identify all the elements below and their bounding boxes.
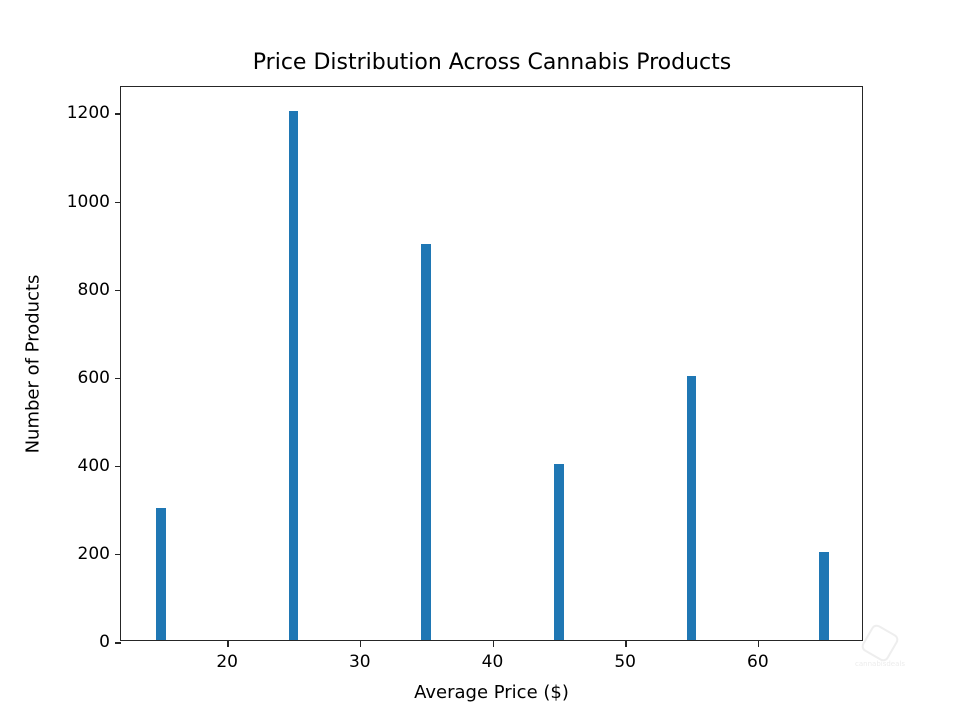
x-axis-label: Average Price ($)	[414, 682, 569, 703]
y-tick	[115, 201, 121, 204]
plot-area: 0 200 400 600 800 1000 1200 20 30 40 50 60	[67, 86, 863, 672]
x-tick-label: 60	[747, 652, 769, 672]
bar-35	[421, 243, 432, 640]
x-tick	[492, 641, 494, 647]
x-tick-label: 40	[481, 652, 504, 672]
y-tick-label: 0	[99, 632, 110, 652]
y-tick	[115, 553, 121, 556]
y-tick	[115, 465, 121, 468]
y-tick-label: 1200	[66, 103, 110, 124]
y-tick-label: 400	[77, 455, 110, 476]
watermark: cannabisdeals	[848, 622, 912, 668]
watermark-logo-icon	[859, 622, 901, 664]
y-tick-label: 200	[77, 543, 110, 564]
y-tick-label: 800	[77, 279, 110, 300]
x-tick	[227, 641, 229, 647]
y-tick-label: 1000	[66, 191, 110, 212]
bar-25	[288, 111, 299, 640]
chart-title: Price Distribution Across Cannabis Produ…	[252, 50, 732, 75]
y-axis-label: Number of Products	[22, 274, 44, 454]
bar-65	[819, 551, 830, 640]
y-tick	[115, 289, 121, 292]
y-tick-label: 600	[77, 367, 110, 388]
x-tick	[625, 641, 627, 647]
y-tick	[115, 642, 121, 644]
x-tick-label: 30	[348, 652, 371, 672]
x-tick	[359, 641, 362, 647]
x-tick-label: 20	[216, 652, 238, 672]
y-tick	[115, 377, 121, 380]
y-tick	[115, 113, 121, 115]
bar-45	[553, 463, 564, 640]
bar-55	[686, 375, 697, 640]
x-tick-label: 50	[614, 652, 636, 672]
bar-15	[155, 507, 166, 640]
x-tick	[757, 641, 760, 647]
watermark-text: cannabisdeals	[855, 660, 905, 668]
